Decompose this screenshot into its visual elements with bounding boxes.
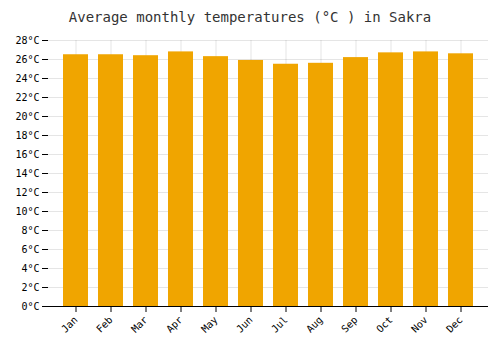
svg-text:18°C: 18°C (15, 130, 39, 141)
svg-text:Oct: Oct (374, 314, 395, 335)
svg-text:8°C: 8°C (21, 225, 39, 236)
svg-text:May: May (199, 314, 220, 335)
html-text:Average monthly temperatures (: Average monthly temperatures (°C ) in Sa… (68, 9, 432, 25)
svg-text:2°C: 2°C (21, 282, 39, 293)
svg-text:4°C: 4°C (21, 263, 39, 274)
svg-text:26°C: 26°C (15, 54, 39, 65)
svg-text:Apr: Apr (164, 314, 185, 335)
svg-text:20°C: 20°C (15, 111, 39, 122)
svg-text:10°C: 10°C (15, 206, 39, 217)
svg-text:22°C: 22°C (15, 92, 39, 103)
svg-text:Mar: Mar (129, 314, 150, 335)
svg-text:24°C: 24°C (15, 73, 39, 84)
svg-text:Nov: Nov (409, 314, 430, 335)
svg-text:14°C: 14°C (15, 168, 39, 179)
svg-text:Aug: Aug (304, 314, 325, 335)
svg-text:6°C: 6°C (21, 244, 39, 255)
svg-text:Jan: Jan (59, 314, 80, 335)
svg-text:28°C: 28°C (15, 35, 39, 46)
svg-text:Jun: Jun (234, 314, 255, 335)
svg-text:0°C: 0°C (21, 301, 39, 312)
svg-text:Dec: Dec (444, 314, 465, 335)
svg-text:Feb: Feb (94, 314, 115, 335)
svg-text:12°C: 12°C (15, 187, 39, 198)
svg-text:16°C: 16°C (15, 149, 39, 160)
svg-text:Jul: Jul (269, 314, 290, 335)
svg-text:Sep: Sep (339, 314, 360, 335)
